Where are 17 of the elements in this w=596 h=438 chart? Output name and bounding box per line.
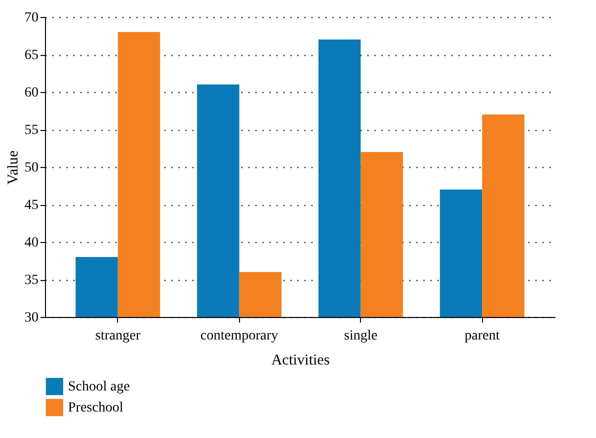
x-tick-label: single: [344, 328, 378, 344]
legend-label: School age: [68, 380, 130, 394]
legend-label: Preschool: [68, 400, 124, 416]
y-axis-title: Value: [6, 150, 22, 185]
x-tick-label: contemporary: [200, 328, 278, 344]
x-tick-label: stranger: [95, 328, 141, 344]
y-tick-label: 55: [24, 123, 38, 138]
y-tick-label: 70: [24, 10, 38, 26]
y-tick-label: 35: [24, 273, 38, 288]
y-tick-label: 45: [24, 198, 38, 213]
x-axis-title: Activities: [271, 352, 330, 368]
y-tick-label: 60: [24, 86, 38, 100]
y-tick-label: 50: [24, 160, 38, 176]
x-tick-label: parent: [464, 328, 500, 344]
y-tick-label: 40: [24, 236, 38, 250]
y-tick-label: 30: [24, 310, 38, 326]
y-tick-label: 65: [24, 48, 38, 63]
